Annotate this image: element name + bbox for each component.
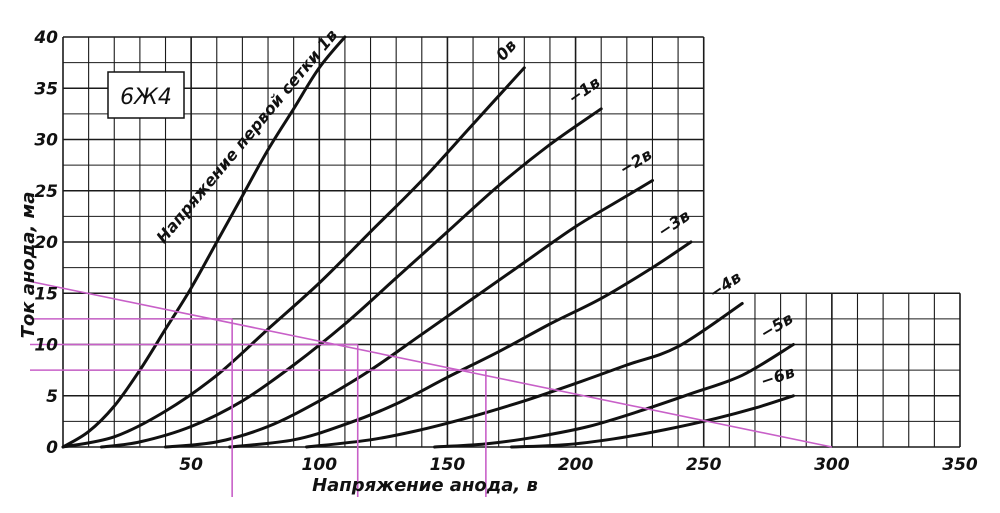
x-tick-label: 250 [686,455,722,475]
x-tick-label: 200 [558,455,594,475]
series-label: 0в [492,36,520,65]
series-line [99,107,603,449]
series-label: Напряжение первой сетки 1в [153,26,342,247]
y-tick-label: 25 [34,182,58,202]
y-tick-label: 40 [33,28,58,48]
y-tick-label: 15 [34,284,58,304]
series-label: −4в [705,267,744,302]
tube-label: 6Ж4 [120,85,172,110]
series-line [510,394,795,449]
y-tick-label: 0 [46,438,58,458]
load-line-annotations [27,280,833,497]
curves [61,35,795,449]
x-tick-label: 350 [942,455,978,475]
y-axis-title: Ток анода, ма [18,192,39,339]
y-tick-label: 35 [34,79,58,99]
series-line [433,343,795,449]
y-tick-label: 30 [34,131,58,151]
y-tick-label: 20 [34,233,58,253]
tube-label-box: 6Ж4 [107,71,185,119]
x-tick-label: 50 [179,455,203,475]
series-label: −2в [616,145,656,179]
series-line [164,179,654,449]
series-line [61,35,347,449]
series-line [305,302,744,449]
x-tick-label: 150 [430,455,466,475]
series-line [61,66,526,449]
load-line [27,280,833,448]
x-axis-title: Напряжение анода, в [312,475,538,496]
series-label: −6в [758,362,797,391]
y-tick-label: 10 [34,336,58,356]
series-line [228,240,693,449]
series-label: −1в [564,73,603,108]
y-tick-label: 5 [46,387,58,407]
series-label: −5в [757,309,797,343]
x-tick-label: 100 [302,455,338,475]
x-tick-label: 300 [814,455,850,475]
series-label: −3в [654,206,693,241]
grid [62,36,961,448]
